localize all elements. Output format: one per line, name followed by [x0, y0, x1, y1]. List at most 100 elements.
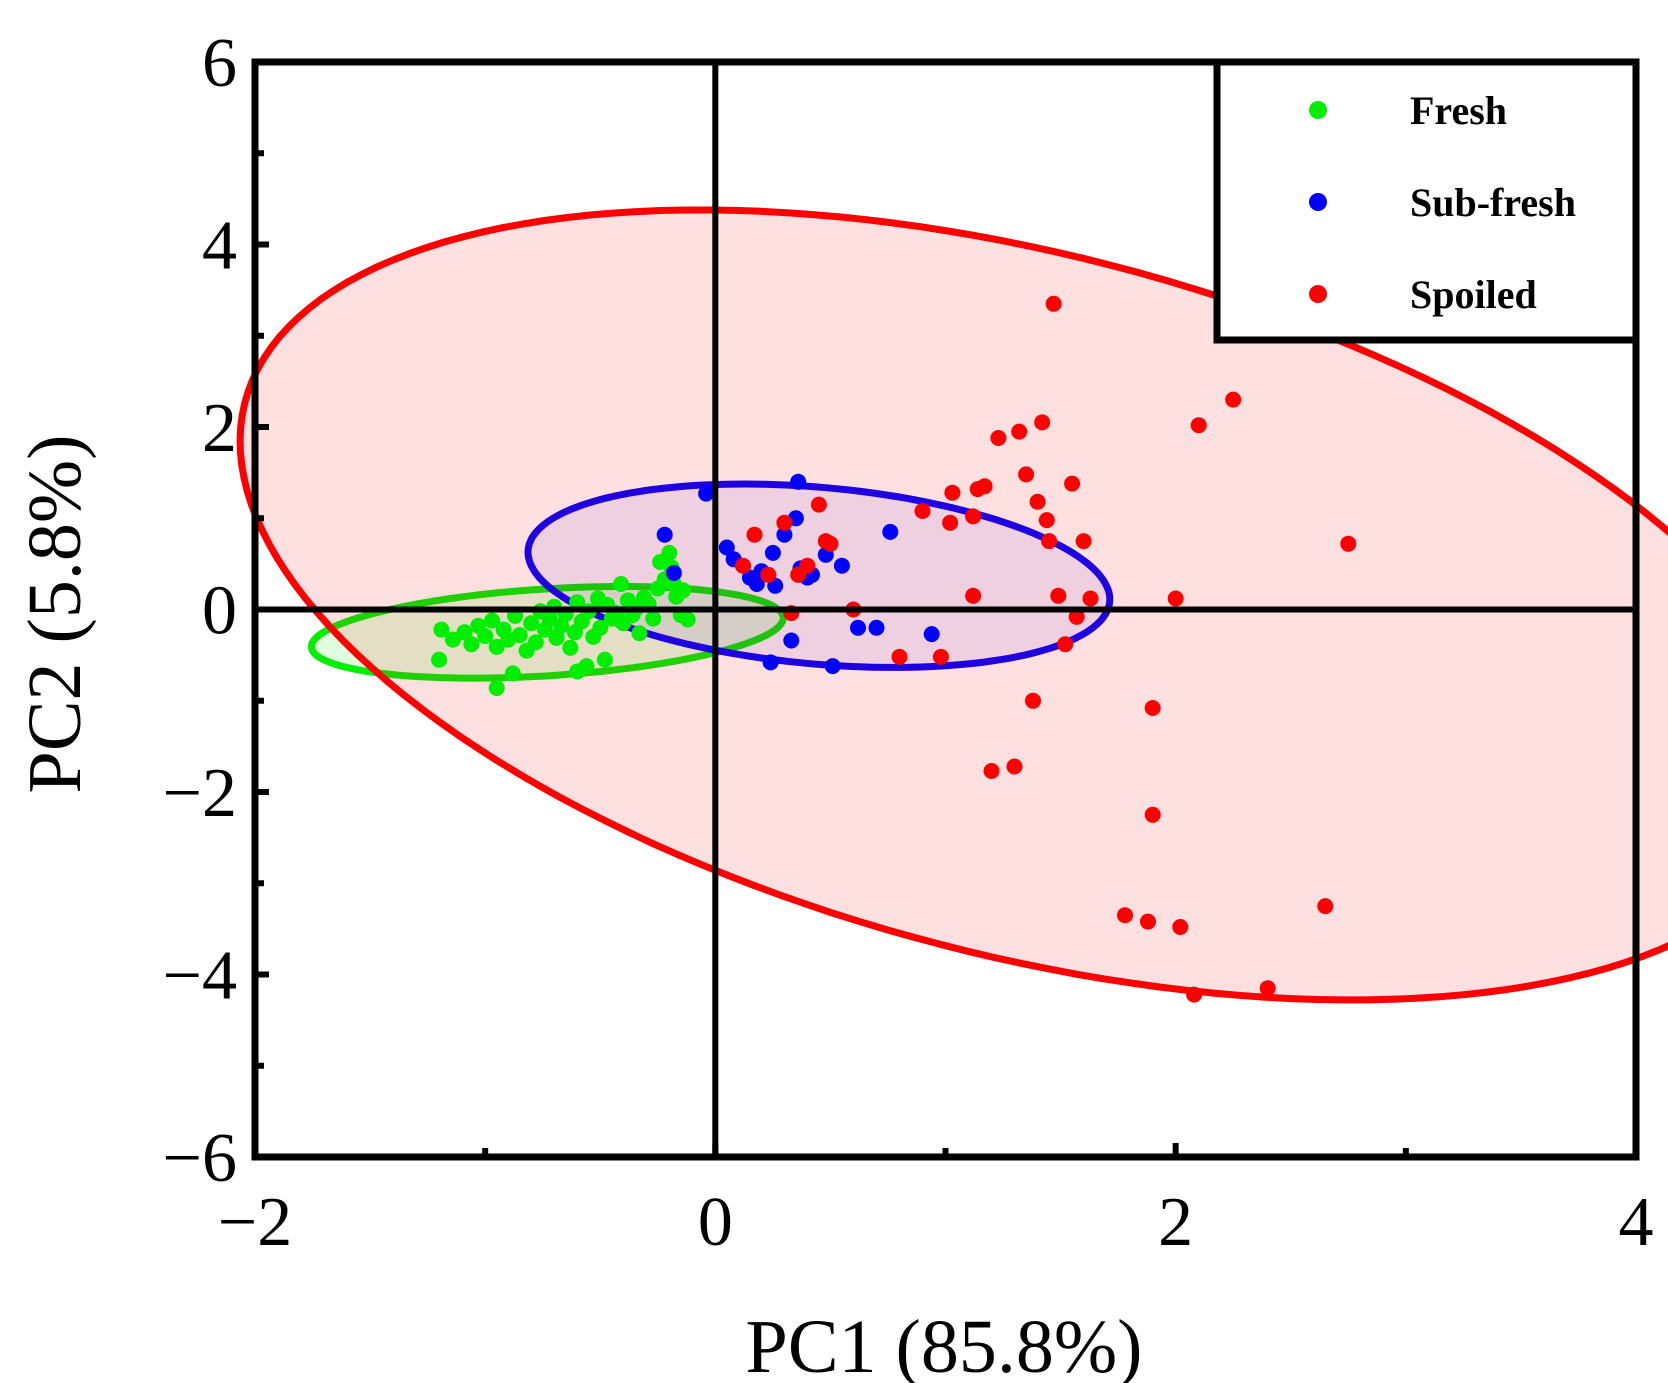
y-tick-label: −2 — [163, 755, 237, 832]
point-sub-fresh — [850, 619, 866, 636]
point-fresh — [504, 665, 521, 682]
point-spoiled — [1045, 295, 1062, 312]
point-fresh — [463, 636, 480, 653]
point-spoiled — [1068, 608, 1085, 625]
point-spoiled — [1018, 466, 1035, 483]
point-spoiled — [1029, 493, 1046, 510]
y-tick-label: −4 — [163, 938, 237, 1015]
point-fresh — [661, 544, 678, 561]
point-fresh — [569, 663, 586, 680]
point-spoiled — [1340, 535, 1357, 552]
point-spoiled — [990, 430, 1007, 446]
point-fresh — [645, 610, 662, 627]
point-spoiled — [1064, 475, 1081, 492]
y-tick-label: 0 — [202, 573, 237, 650]
axis-ticks — [252, 59, 1639, 1160]
point-sub-fresh — [783, 632, 800, 649]
point-spoiled — [942, 514, 959, 531]
point-fresh — [569, 594, 586, 611]
point-fresh — [456, 624, 473, 641]
point-fresh — [613, 576, 629, 592]
point-sub-fresh — [882, 523, 899, 540]
point-spoiled — [983, 763, 1000, 779]
point-spoiled — [914, 503, 931, 519]
legend-item-sub-fresh: Sub-fresh — [1309, 180, 1576, 225]
y-tick-label: 4 — [202, 208, 237, 285]
y-axis-title: PC2 (5.8%) — [13, 435, 97, 794]
point-spoiled — [932, 648, 949, 665]
point-fresh — [592, 619, 609, 636]
point-spoiled — [1082, 590, 1099, 607]
point-fresh — [511, 627, 528, 644]
point-spoiled — [1006, 758, 1023, 775]
legend-label: Spoiled — [1410, 272, 1537, 317]
legend-marker — [1309, 193, 1327, 211]
x-tick-label: 4 — [1619, 1184, 1654, 1261]
point-spoiled — [1075, 533, 1092, 550]
point-fresh — [433, 621, 450, 638]
point-spoiled — [1190, 417, 1207, 434]
point-spoiled — [1144, 806, 1161, 823]
point-sub-fresh — [762, 654, 779, 671]
point-spoiled — [965, 587, 982, 604]
point-fresh — [488, 638, 505, 655]
point-spoiled — [1025, 692, 1041, 709]
legend: Fresh Sub-fresh Spoiled — [1213, 58, 1640, 344]
point-spoiled — [1038, 512, 1055, 529]
legend-box — [1213, 58, 1640, 344]
point-spoiled — [1117, 907, 1133, 924]
x-tick-label: 2 — [1158, 1184, 1193, 1261]
point-sub-fresh — [790, 473, 807, 490]
x-tick-label: 0 — [698, 1184, 733, 1261]
x-axis-title: PC1 (85.8%) — [746, 1305, 1143, 1383]
legend-item-fresh: Fresh — [1309, 88, 1507, 133]
point-spoiled — [1144, 700, 1161, 716]
point-spoiled — [976, 478, 993, 495]
legend-marker — [1309, 101, 1327, 119]
point-sub-fresh — [665, 565, 682, 581]
point-spoiled — [735, 557, 751, 574]
tick-labels: −2 0 2 4 −6 −4 −2 0 2 4 6 — [163, 25, 1654, 1261]
point-spoiled — [799, 557, 816, 574]
legend-item-spoiled: Spoiled — [1309, 272, 1537, 317]
legend-label: Fresh — [1410, 88, 1507, 133]
data-points — [431, 295, 1357, 1003]
y-tick-label: 6 — [202, 25, 237, 102]
point-sub-fresh — [776, 526, 793, 543]
point-spoiled — [1317, 898, 1334, 915]
point-spoiled — [1259, 980, 1276, 997]
confidence-ellipses — [236, 206, 1668, 1004]
reference-lines — [255, 62, 1636, 1157]
point-spoiled — [965, 508, 982, 525]
point-fresh — [562, 639, 579, 656]
point-spoiled — [1172, 919, 1189, 935]
point-spoiled — [1186, 986, 1203, 1003]
point-fresh — [431, 651, 448, 668]
point-sub-fresh — [718, 539, 735, 556]
point-fresh — [679, 611, 696, 628]
point-sub-fresh — [748, 576, 765, 592]
point-fresh — [444, 631, 461, 648]
point-spoiled — [1050, 587, 1067, 604]
point-spoiled — [1140, 913, 1156, 930]
point-spoiled — [891, 648, 908, 665]
point-spoiled — [944, 484, 961, 501]
y-tick-label: 2 — [202, 390, 237, 467]
point-sub-fresh — [868, 619, 885, 636]
point-fresh — [527, 634, 544, 651]
point-fresh — [523, 615, 540, 632]
legend-label: Sub-fresh — [1410, 180, 1576, 225]
point-fresh — [631, 625, 648, 642]
point-spoiled — [1041, 533, 1058, 550]
point-spoiled — [822, 535, 839, 552]
point-fresh — [675, 582, 692, 599]
point-sub-fresh — [824, 658, 841, 675]
point-sub-fresh — [833, 557, 850, 574]
point-spoiled — [760, 566, 777, 583]
ellipse-spoiled — [236, 206, 1668, 1004]
point-spoiled — [1167, 590, 1184, 607]
point-sub-fresh — [698, 485, 715, 502]
legend-marker — [1309, 285, 1327, 303]
point-sub-fresh — [764, 544, 781, 561]
